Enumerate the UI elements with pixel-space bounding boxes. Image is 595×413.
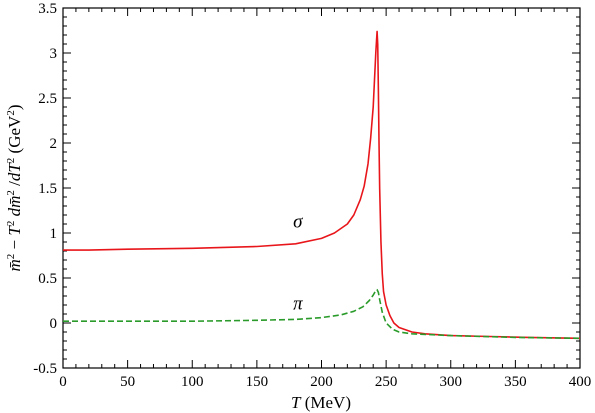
series-label-pi: π [293, 294, 303, 315]
y-tick-label: 2.5 [38, 91, 57, 107]
y-tick-label: -0.5 [33, 361, 57, 377]
x-tick-label: 100 [181, 374, 204, 390]
x-axis-title: T (MeV) [291, 393, 351, 412]
y-tick-label: 1 [50, 226, 58, 242]
x-tick-label: 350 [504, 374, 527, 390]
y-tick-label: 0.5 [38, 271, 57, 287]
x-tick-label: 0 [59, 374, 67, 390]
x-tick-label: 200 [310, 374, 333, 390]
series-lines [63, 30, 581, 340]
x-tick-labels: 0 50 100 150 200 250 300 350 400 [59, 374, 591, 390]
x-tick-label: 250 [375, 374, 398, 390]
x-tick-label: 150 [246, 374, 269, 390]
axis-ticks [62, 7, 581, 369]
y-tick-label: 3 [50, 46, 58, 62]
series-line-pi [63, 288, 581, 340]
x-tick-label: 50 [120, 374, 135, 390]
series-label-sigma: σ [293, 212, 303, 233]
y-axis-title: m̄2 − T2 dm̄2 /dT2 (GeV2) [5, 104, 24, 271]
y-tick-label: 3.5 [38, 1, 57, 17]
y-tick-label: 1.5 [38, 181, 57, 197]
y-tick-label: 0 [50, 316, 58, 332]
y-tick-label: 2 [50, 136, 58, 152]
plot-frame [62, 7, 581, 369]
series-line-sigma [63, 30, 581, 340]
x-tick-label: 300 [440, 374, 463, 390]
series-annotations: σπ [293, 212, 303, 315]
y-tick-labels: -0.5 0 0.5 1 1.5 2 2.5 3 3.5 [33, 1, 57, 377]
x-tick-label: 400 [569, 374, 592, 390]
